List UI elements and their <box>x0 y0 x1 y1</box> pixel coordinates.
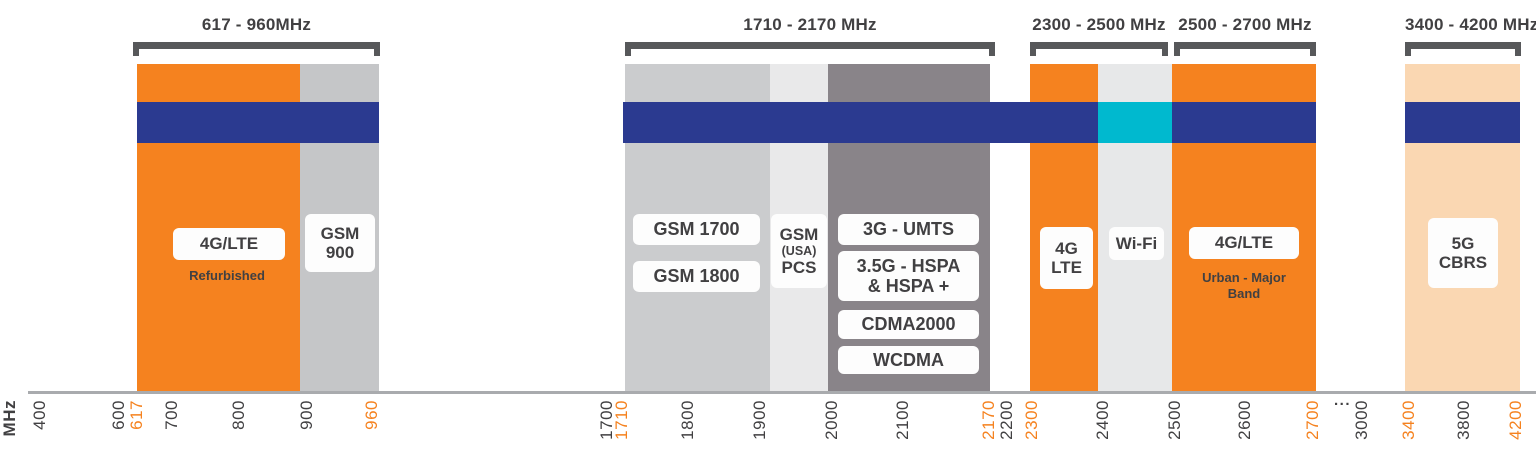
sublabel-refurbished: Refurbished <box>189 268 265 283</box>
sublabel-urban-line1: Urban - Major <box>1202 270 1286 285</box>
label-cdma2000-text: CDMA2000 <box>861 314 956 335</box>
label-4g-lte-2500-text: 4G/LTE <box>1214 233 1274 253</box>
label-4g-lte-2300-line1: 4G <box>1055 238 1078 258</box>
axis-ellipsis: ... <box>1334 392 1352 409</box>
label-gsm-1800: GSM 1800 <box>633 261 760 292</box>
label-4g-lte-refurbished: 4G/LTE <box>173 228 285 260</box>
label-5g-cbrs: 5G CBRS <box>1428 218 1498 288</box>
range-label-2300-2500: 2300 - 2500 MHz <box>1032 15 1166 34</box>
tick-800: 800 <box>229 400 248 430</box>
label-hspa-line2: & HSPA + <box>867 276 950 296</box>
sublabel-urban-line2: Band <box>1227 286 1261 302</box>
label-35g-hspa: 3.5G - HSPA & HSPA + <box>838 251 979 301</box>
range-bracket-2300-2500 <box>1030 42 1168 56</box>
tick-1800: 1800 <box>678 400 697 440</box>
label-3g-umts-text: 3G - UMTS <box>862 219 954 240</box>
label-wifi: Wi-Fi <box>1109 227 1164 260</box>
tick-2200: 2200 <box>997 400 1016 440</box>
label-5g-cbrs-line2: CBRS <box>1438 253 1488 272</box>
tick-3400: 3400 <box>1399 400 1418 440</box>
tick-2600: 2600 <box>1235 400 1254 440</box>
label-3g-umts: 3G - UMTS <box>838 214 979 245</box>
range-bracket-2500-2700 <box>1174 42 1316 56</box>
tick-2100: 2100 <box>893 400 912 440</box>
label-gsm-1700-text: GSM 1700 <box>653 219 740 240</box>
label-5g-cbrs-line1: 5G <box>1451 233 1475 253</box>
overlay-bar-3400-4200 <box>1405 102 1520 143</box>
label-4g-lte-refurbished-text: 4G/LTE <box>199 234 259 254</box>
range-label-617-960: 617 - 960MHz <box>201 15 312 34</box>
tick-700: 700 <box>162 400 181 430</box>
range-bracket-617-960 <box>133 42 380 56</box>
tick-960: 960 <box>362 400 381 430</box>
label-gsm-900-line2: 900 <box>325 243 355 262</box>
tick-2170: 2170 <box>979 400 998 440</box>
tick-2000: 2000 <box>822 400 841 440</box>
tick-600: 600 <box>109 400 128 430</box>
tick-3800: 3800 <box>1454 400 1473 440</box>
label-gsm-usa-pcs: GSM (USA) PCS <box>771 214 827 288</box>
x-axis-line <box>28 391 1536 394</box>
overlay-bar-wifi-cyan <box>1098 102 1172 143</box>
range-label-1710-2170: 1710 - 2170 MHz <box>743 15 877 34</box>
range-bracket-3400-4200 <box>1405 42 1521 56</box>
tick-900: 900 <box>297 400 316 430</box>
label-pcs-line1: GSM <box>779 224 819 244</box>
label-gsm-1700: GSM 1700 <box>633 214 760 245</box>
overlay-bar-617-960 <box>137 102 379 143</box>
label-cdma2000: CDMA2000 <box>838 310 979 339</box>
overlay-bar-1710-2700 <box>623 102 1316 143</box>
tick-400: 400 <box>30 400 49 430</box>
range-label-3400-4200: 3400 - 4200 MHz <box>1405 15 1536 34</box>
tick-2700: 2700 <box>1303 400 1322 440</box>
label-pcs-line2: (USA) <box>781 244 817 258</box>
label-4g-lte-2500: 4G/LTE <box>1189 227 1299 259</box>
label-4g-lte-2300-line2: LTE <box>1051 258 1082 277</box>
label-wifi-text: Wi-Fi <box>1115 233 1158 253</box>
label-gsm-1800-text: GSM 1800 <box>653 266 740 287</box>
label-wcdma: WCDMA <box>838 346 979 374</box>
tick-3000: 3000 <box>1352 400 1371 440</box>
tick-2500: 2500 <box>1165 400 1184 440</box>
label-gsm-900: GSM 900 <box>305 214 375 272</box>
tick-2400: 2400 <box>1093 400 1112 440</box>
tick-2300: 2300 <box>1022 400 1041 440</box>
axis-unit-label: MHz <box>0 400 19 437</box>
range-label-2500-2700: 2500 - 2700 MHz <box>1178 15 1312 34</box>
tick-4200: 4200 <box>1506 400 1525 440</box>
label-wcdma-text: WCDMA <box>873 349 944 370</box>
range-bracket-1710-2170 <box>625 42 995 56</box>
label-pcs-line3: PCS <box>781 258 817 277</box>
tick-1900: 1900 <box>750 400 769 440</box>
label-4g-lte-2300: 4G LTE <box>1040 227 1093 289</box>
tick-1710: 1710 <box>612 400 631 440</box>
tick-617: 617 <box>127 400 146 430</box>
label-hspa-line1: 3.5G - HSPA <box>856 255 961 276</box>
label-gsm-900-line1: GSM <box>320 223 360 243</box>
sublabel-urban-major-band: Urban - Major Band <box>1172 270 1316 303</box>
